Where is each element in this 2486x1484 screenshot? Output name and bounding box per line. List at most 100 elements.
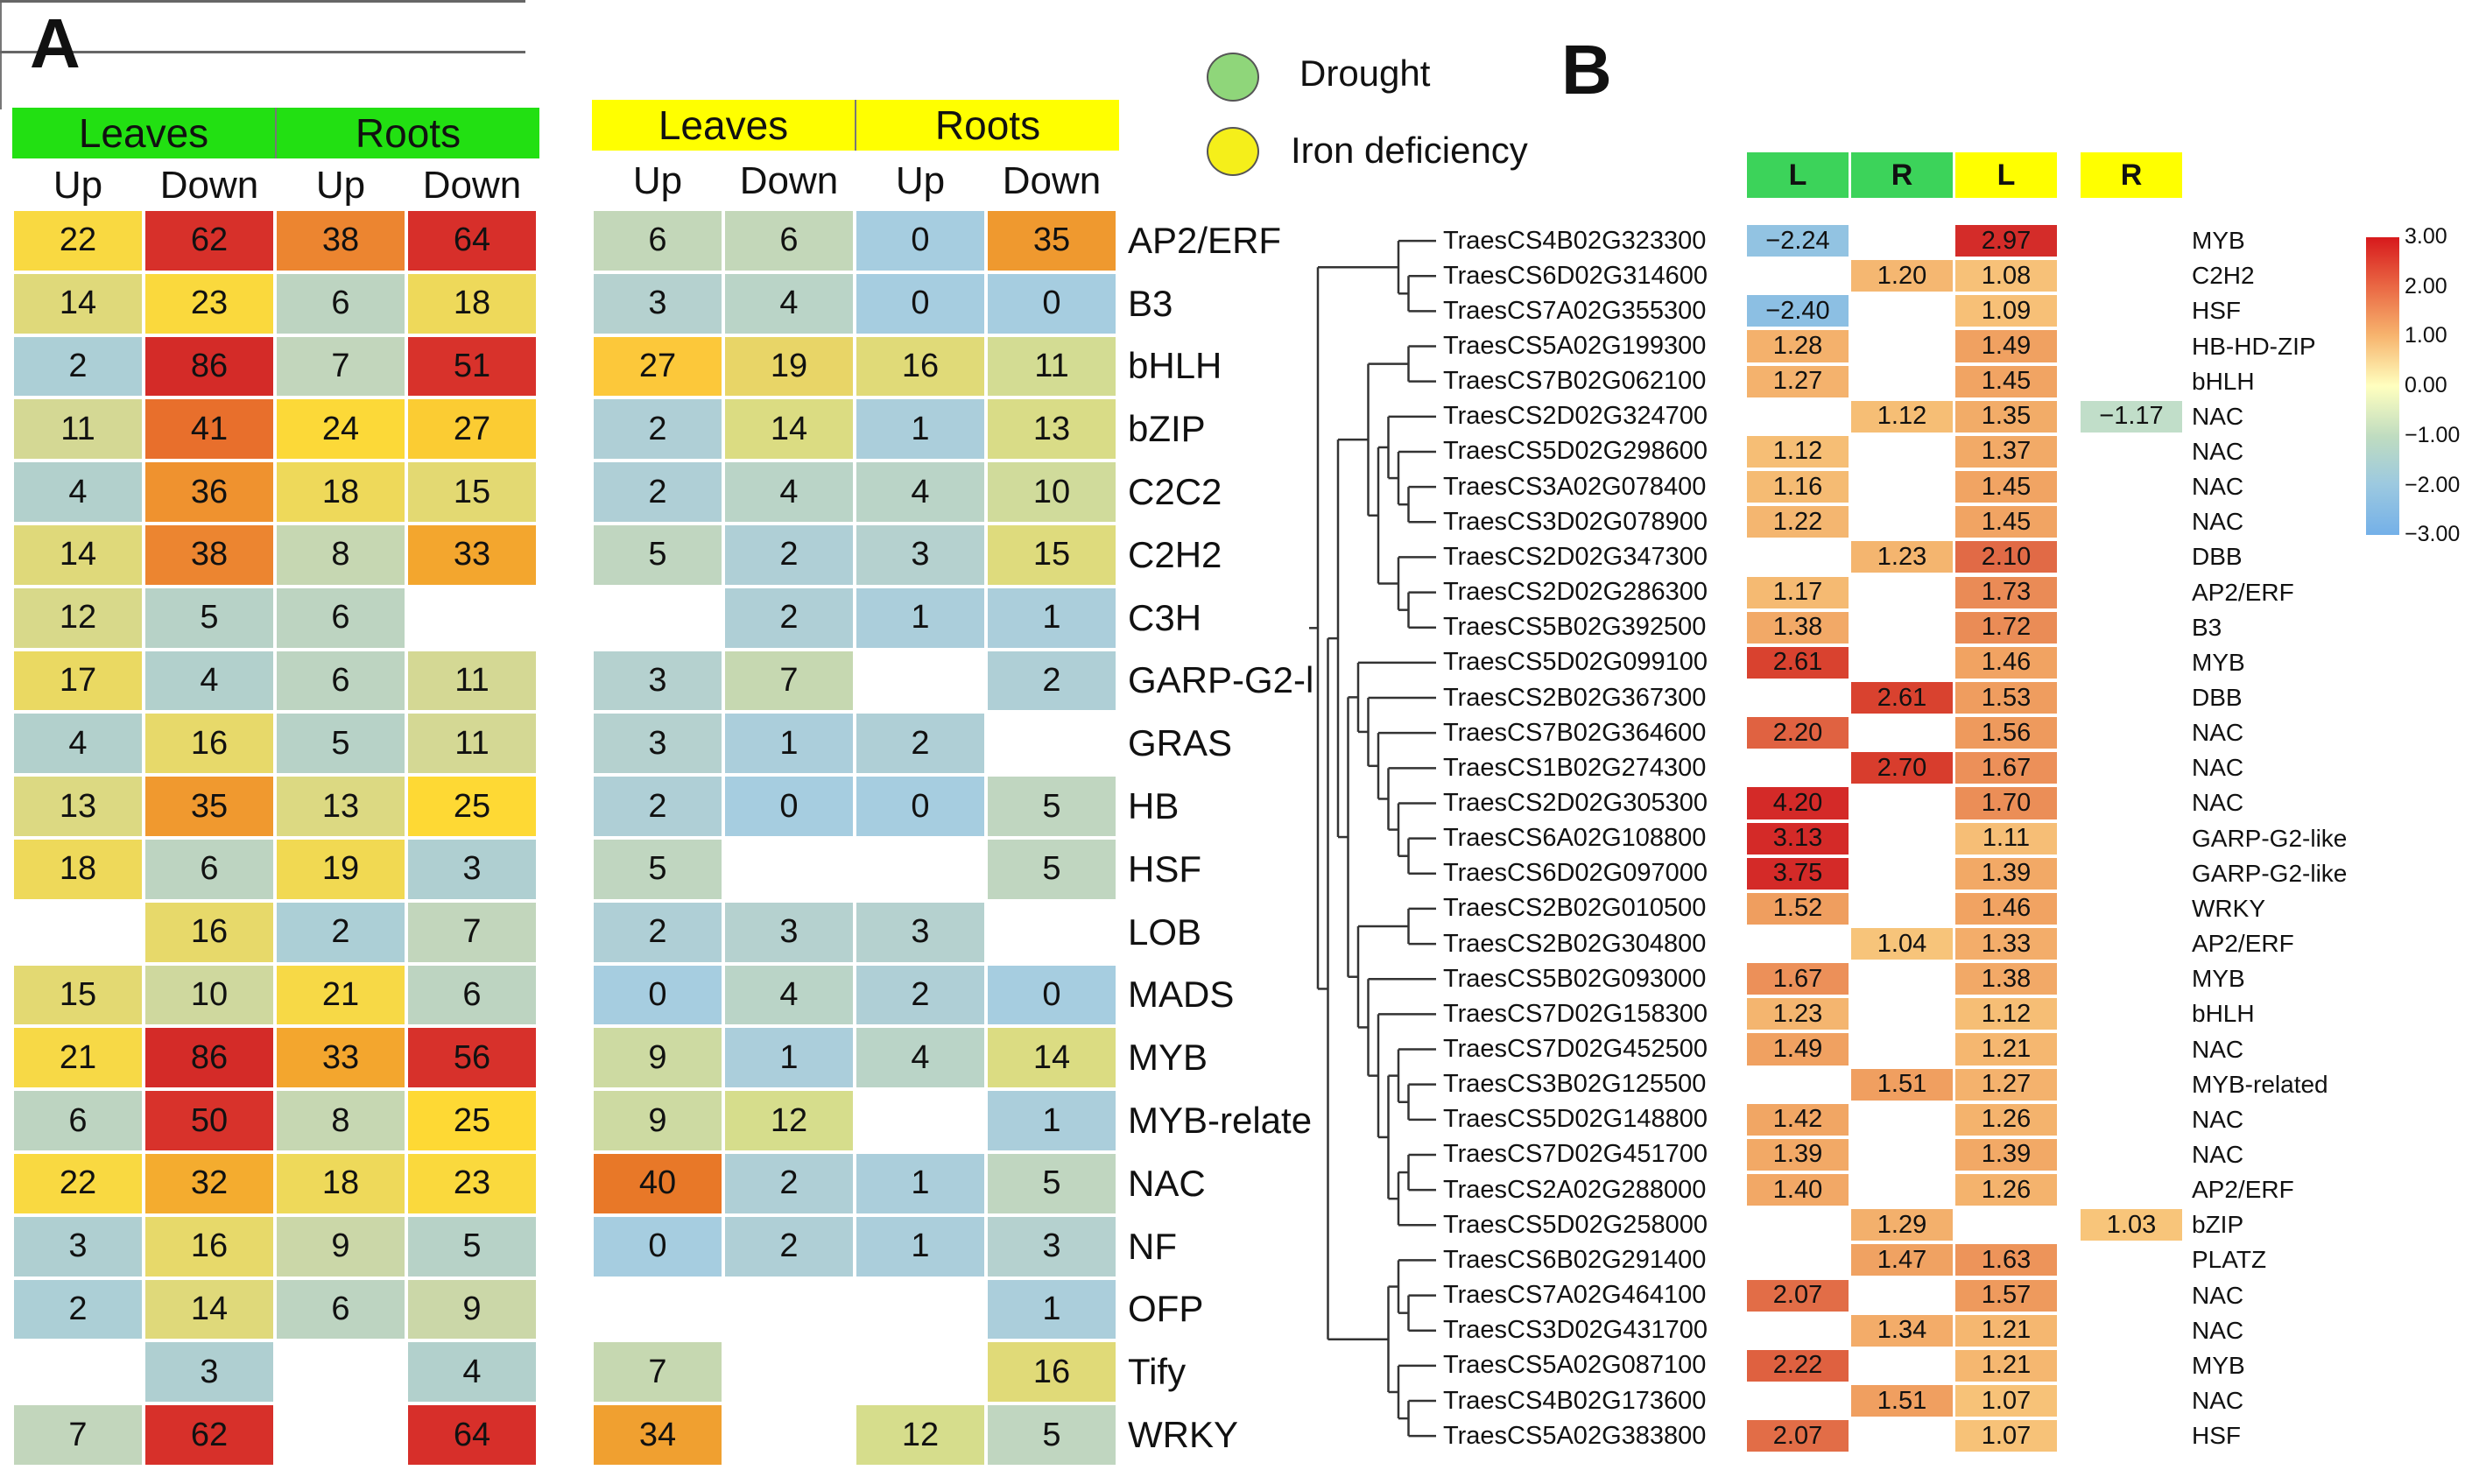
- gene-family-label: bHLH: [2192, 367, 2255, 395]
- heatmap-cell: 33: [277, 1028, 405, 1088]
- expression-cell: 1.34: [1851, 1314, 1953, 1347]
- heatmap-cell: 11: [988, 336, 1116, 397]
- heatmap-cell: 3: [408, 840, 536, 899]
- expression-cell: −1.17: [2081, 400, 2182, 433]
- heatmap-cell: 2: [594, 462, 722, 522]
- gene-family-label: MYB: [2192, 1351, 2245, 1379]
- expression-cell: 1.52: [1747, 892, 1849, 925]
- heatmap-cell: 12: [14, 587, 142, 648]
- expression-cell: 1.12: [1955, 998, 2057, 1030]
- heatmap-cell: 10: [988, 462, 1116, 522]
- heatmap-cell: [725, 1405, 853, 1465]
- heatmap-cell: 21: [14, 1028, 142, 1088]
- gene-family-label: PLATZ: [2192, 1246, 2267, 1274]
- expression-cell: 1.17: [1747, 576, 1849, 608]
- gene-id-label: TraesCS3D02G078900: [1443, 507, 1708, 536]
- heatmap-cell: 5: [594, 525, 722, 585]
- heatmap-cell: 0: [594, 1216, 722, 1277]
- heatmap-cell: 4: [145, 651, 273, 711]
- heatmap-cell: 15: [408, 462, 536, 522]
- expression-cell: 1.28: [1747, 330, 1849, 362]
- colorbar-tick-label: −1.00: [2405, 422, 2461, 447]
- heatmap-cell: 64: [408, 211, 536, 271]
- heatmap-cell: 4: [725, 965, 853, 1025]
- heatmap-cell: 1: [856, 587, 984, 648]
- heatmap-cell: 32: [145, 1154, 273, 1213]
- gene-id-label: TraesCS5B02G093000: [1443, 964, 1707, 993]
- heatmap-cell: 16: [145, 714, 273, 774]
- heatmap-cell: 50: [145, 1091, 273, 1150]
- heatmap-cell: 16: [856, 336, 984, 397]
- heatmap-cell: 18: [408, 273, 536, 334]
- heatmap-cell: 38: [145, 525, 273, 585]
- gene-id-label: TraesCS7D02G451700: [1443, 1140, 1708, 1169]
- heatmap-cell: [988, 902, 1116, 962]
- gene-family-label: HSF: [2192, 297, 2241, 325]
- expression-cell: 1.12: [1747, 435, 1849, 468]
- gene-id-label: TraesCS1B02G274300: [1443, 753, 1707, 782]
- expression-cell: 2.61: [1747, 646, 1849, 679]
- heatmap-cell: 2: [725, 1216, 853, 1277]
- expression-cell: 1.56: [1955, 717, 2057, 749]
- expression-cell: 1.42: [1747, 1103, 1849, 1136]
- heatmap-cell: 16: [145, 1216, 273, 1277]
- heatmap-cell: 3: [856, 525, 984, 585]
- column-header-up: Up: [53, 163, 103, 207]
- gene-family-label: GARP-G2-like: [1128, 659, 1312, 701]
- group-header-roots: Roots: [855, 100, 1119, 151]
- heatmap-cell: 7: [277, 336, 405, 397]
- expression-cell: 1.40: [1747, 1174, 1849, 1206]
- heatmap-cell: 6: [725, 211, 853, 271]
- expression-cell: 1.26: [1955, 1174, 2057, 1206]
- heatmap-cell: 2: [856, 965, 984, 1025]
- heatmap-cell: 2: [988, 651, 1116, 711]
- gene-id-label: TraesCS2D02G305300: [1443, 788, 1708, 817]
- gene-family-label: AP2/ERF: [2192, 930, 2294, 958]
- heatmap-cell: [988, 714, 1116, 774]
- expression-cell: 1.47: [1851, 1244, 1953, 1277]
- expression-cell: 3.75: [1747, 857, 1849, 890]
- colorbar-tick-label: 0.00: [2405, 373, 2447, 398]
- gene-family-label: NAC: [2192, 473, 2244, 501]
- heatmap-cell: 0: [594, 965, 722, 1025]
- expression-cell: 2.20: [1747, 717, 1849, 749]
- column-header-r: R: [1851, 152, 1953, 198]
- colorbar-tick-label: 2.00: [2405, 273, 2447, 299]
- gene-family-label: DBB: [2192, 684, 2243, 711]
- heatmap-cell: 62: [145, 211, 273, 271]
- expression-cell: 1.45: [1955, 506, 2057, 538]
- gene-id-label: TraesCS5A02G383800: [1443, 1421, 1707, 1450]
- expression-cell: 1.49: [1955, 330, 2057, 362]
- heatmap-cell: 10: [145, 965, 273, 1025]
- expression-cell: 1.46: [1955, 646, 2057, 679]
- expression-cell: 1.33: [1955, 928, 2057, 960]
- gene-family-label: bZIP: [2192, 1211, 2244, 1239]
- gene-id-label: TraesCS5B02G392500: [1443, 613, 1707, 642]
- colorbar-tick-label: 3.00: [2405, 224, 2447, 249]
- gene-family-label: GARP-G2-like: [2192, 824, 2348, 852]
- gene-id-label: TraesCS6D02G314600: [1443, 261, 1708, 290]
- heatmap-cell: 41: [145, 399, 273, 460]
- expression-cell: 1.35: [1955, 400, 2057, 433]
- heatmap-cell: [14, 902, 142, 962]
- heatmap-cell: 22: [14, 1154, 142, 1213]
- column-divider: [0, 3, 2, 51]
- heatmap-cell: [725, 1279, 853, 1340]
- heatmap-cell: 4: [14, 462, 142, 522]
- gene-family-label: NAC: [2192, 789, 2244, 817]
- iron-heatmap: Leaves Roots Up Down Up Down 6 6 0 35 3 4 0 0 27 19 16 11…: [0, 51, 2486, 1465]
- heatmap-cell: 86: [145, 1028, 273, 1088]
- gene-family-label: GRAS: [1128, 722, 1233, 764]
- heatmap-cell: [725, 1342, 853, 1403]
- heatmap-cell: 1: [856, 1216, 984, 1277]
- heatmap-cell: 14: [725, 399, 853, 460]
- iron-legend-label: Iron deficiency: [1291, 130, 1528, 171]
- gene-family-label: HSF: [2192, 1422, 2241, 1450]
- heatmap-cell: 18: [277, 462, 405, 522]
- gene-family-label: NAC: [2192, 1387, 2244, 1414]
- heatmap-cell: 6: [277, 651, 405, 711]
- heatmap-cell: 1: [725, 1028, 853, 1088]
- heatmap-cell: 4: [856, 462, 984, 522]
- heatmap-cell: 2: [725, 525, 853, 585]
